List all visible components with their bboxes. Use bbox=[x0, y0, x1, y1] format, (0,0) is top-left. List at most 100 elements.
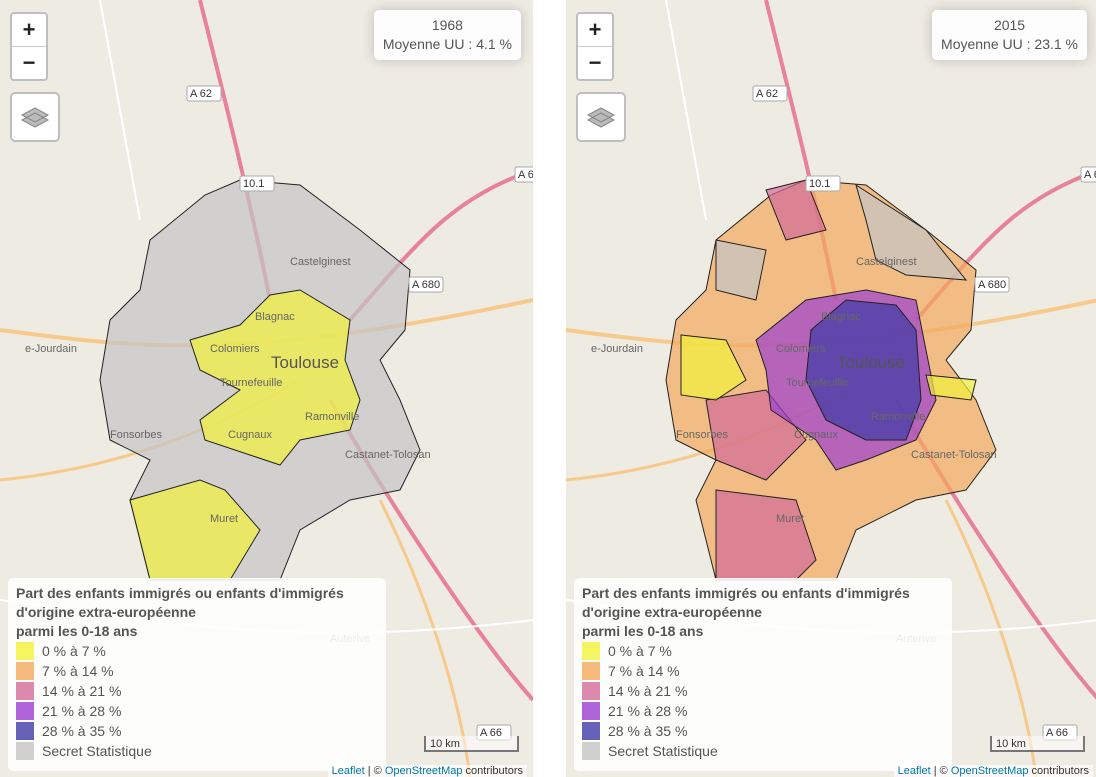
city-label: Muret bbox=[210, 513, 238, 525]
city-label: Castelginest bbox=[856, 256, 917, 268]
legend-swatch bbox=[582, 702, 600, 720]
zoom-out-button[interactable]: − bbox=[12, 46, 46, 79]
zoom-out-button[interactable]: − bbox=[578, 46, 612, 79]
city-label: Castanet-Tolosan bbox=[345, 449, 431, 461]
city-label: Cugnaux bbox=[228, 429, 273, 441]
attribution-text: contributors bbox=[462, 765, 523, 777]
osm-link[interactable]: OpenStreetMap bbox=[950, 765, 1029, 777]
legend-swatch bbox=[582, 662, 600, 680]
commune-area bbox=[925, 374, 977, 401]
legend-title: Part des enfants immigrés ou enfants d'i… bbox=[16, 585, 344, 601]
legend-item: 0 % à 7 % bbox=[582, 641, 944, 661]
city-label: Ramonville bbox=[305, 411, 359, 423]
city-label: Ramonville bbox=[871, 411, 925, 423]
attribution: Leaflet | © OpenStreetMap contributors bbox=[893, 765, 1093, 777]
zoom-control: + − bbox=[10, 12, 48, 81]
commune-area bbox=[855, 183, 968, 281]
legend-label: Secret Statistique bbox=[608, 743, 718, 759]
leaflet-link[interactable]: Leaflet bbox=[897, 765, 931, 777]
average: Moyenne UU : 23.1 % bbox=[941, 36, 1078, 52]
legend-item: Secret Statistique bbox=[582, 741, 944, 761]
scale-bar: 10 km bbox=[424, 736, 519, 752]
layers-icon bbox=[586, 107, 616, 128]
attribution-text: contributors bbox=[1028, 765, 1089, 777]
road-number: A 62 bbox=[756, 88, 778, 100]
road-number: A 62 bbox=[190, 88, 212, 100]
legend-item: 7 % à 14 % bbox=[582, 661, 944, 681]
road-shield bbox=[239, 175, 275, 192]
city-label: Fonsorbes bbox=[676, 429, 728, 441]
legend-item: 14 % à 21 % bbox=[582, 681, 944, 701]
city-label: e-Jourdain bbox=[591, 343, 643, 355]
legend-item: 28 % à 35 % bbox=[16, 721, 378, 741]
legend-swatch bbox=[16, 702, 34, 720]
road-shield bbox=[805, 175, 841, 192]
city-label: Toulouse bbox=[837, 353, 905, 372]
legend-swatch bbox=[582, 722, 600, 740]
attribution-sep: | © bbox=[364, 765, 385, 777]
legend-title: Part des enfants immigrés ou enfants d'i… bbox=[582, 585, 910, 601]
city-label: Blagnac bbox=[255, 311, 295, 323]
city-label: Fonsorbes bbox=[110, 429, 162, 441]
road-shield bbox=[408, 276, 444, 293]
legend-swatch bbox=[16, 722, 34, 740]
road-number: 10.1 bbox=[809, 178, 830, 190]
legend-item: 21 % à 28 % bbox=[582, 701, 944, 721]
attribution-sep: | © bbox=[930, 765, 951, 777]
legend-label: 7 % à 14 % bbox=[608, 663, 680, 679]
road-number: A 6 bbox=[1084, 169, 1096, 181]
leaflet-link[interactable]: Leaflet bbox=[331, 765, 365, 777]
average: Moyenne UU : 4.1 % bbox=[382, 36, 512, 52]
road-number: A 680 bbox=[978, 279, 1006, 291]
zoom-in-button[interactable]: + bbox=[22, 17, 36, 42]
road bbox=[99, 0, 141, 221]
info-box: 1968 Moyenne UU : 4.1 % bbox=[373, 10, 521, 60]
legend-title: d'origine extra-européenne bbox=[582, 604, 762, 620]
city-label: e-Jourdain bbox=[25, 343, 77, 355]
road-number: A 6 bbox=[518, 169, 533, 181]
legend-swatch bbox=[582, 642, 600, 660]
legend-label: 21 % à 28 % bbox=[608, 703, 688, 719]
city-label: Toulouse bbox=[271, 353, 339, 372]
city-label: Colomiers bbox=[210, 343, 260, 355]
osm-link[interactable]: OpenStreetMap bbox=[384, 765, 463, 777]
legend-label: 21 % à 28 % bbox=[42, 703, 122, 719]
road bbox=[665, 0, 707, 221]
attribution: Leaflet | © OpenStreetMap contributors bbox=[327, 765, 527, 777]
road-shield bbox=[186, 85, 222, 102]
legend-item: 28 % à 35 % bbox=[582, 721, 944, 741]
commune-area bbox=[715, 489, 817, 581]
scale-bar: 10 km bbox=[990, 736, 1085, 752]
commune-area bbox=[805, 299, 922, 441]
layers-button[interactable] bbox=[10, 92, 60, 142]
legend-swatch bbox=[16, 662, 34, 680]
road-shield bbox=[974, 276, 1010, 293]
city-label: Muret bbox=[776, 513, 804, 525]
legend-swatch bbox=[16, 682, 34, 700]
legend-item: 21 % à 28 % bbox=[16, 701, 378, 721]
city-label: Tournefeuille bbox=[220, 377, 282, 389]
legend-label: 28 % à 35 % bbox=[42, 723, 122, 739]
legend-label: 0 % à 7 % bbox=[608, 643, 672, 659]
road-shield bbox=[752, 85, 788, 102]
layers-button[interactable] bbox=[576, 92, 626, 142]
commune-area bbox=[765, 179, 827, 241]
city-label: Cugnaux bbox=[794, 429, 839, 441]
legend-item: 7 % à 14 % bbox=[16, 661, 378, 681]
city-label: Colomiers bbox=[776, 343, 826, 355]
legend-swatch bbox=[582, 682, 600, 700]
road-number: 10.1 bbox=[243, 178, 264, 190]
legend-item: 0 % à 7 % bbox=[16, 641, 378, 661]
legend-item: 14 % à 21 % bbox=[16, 681, 378, 701]
legend-swatch bbox=[16, 742, 34, 760]
zoom-control: + − bbox=[576, 12, 614, 81]
legend: Part des enfants immigrés ou enfants d'i… bbox=[574, 578, 952, 771]
city-label: Tournefeuille bbox=[786, 377, 848, 389]
commune-area bbox=[680, 334, 747, 401]
zoom-in-button[interactable]: + bbox=[588, 17, 602, 42]
info-box: 2015 Moyenne UU : 23.1 % bbox=[932, 10, 1087, 60]
layers-icon bbox=[20, 107, 50, 128]
map-panel: Toulouse Blagnac Colomiers Tournefeuille Fon… bbox=[0, 0, 533, 777]
map-panel: Toulouse Blagnac Colomiers Tournefeuille Fon… bbox=[566, 0, 1096, 777]
